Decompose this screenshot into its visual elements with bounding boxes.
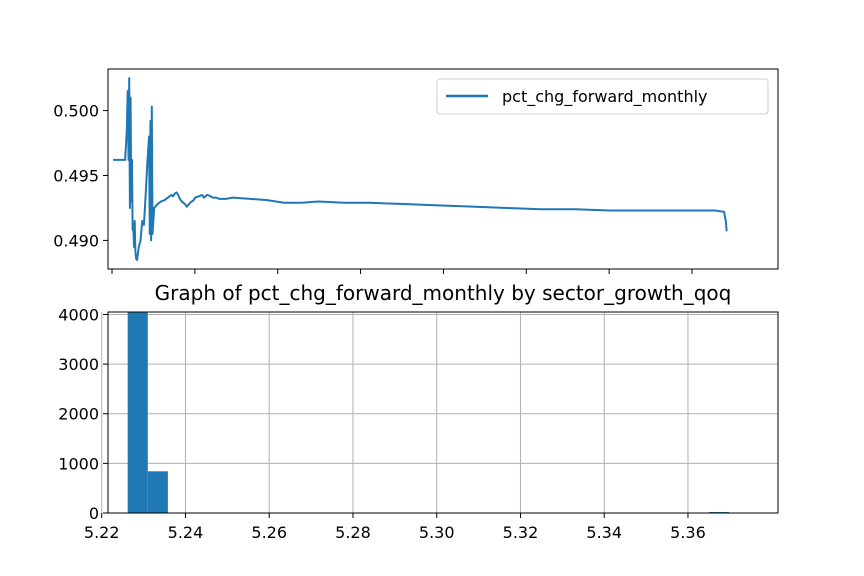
histogram-bars bbox=[127, 312, 730, 514]
x-tick-label: 5.24 bbox=[168, 523, 204, 542]
legend-label: pct_chg_forward_monthly bbox=[502, 87, 708, 107]
y-tick-label: 1000 bbox=[58, 454, 99, 473]
histogram-frame bbox=[107, 311, 779, 514]
line-chart-ticks: 0.490 0.495 0.500 bbox=[53, 102, 693, 274]
line-chart-marks bbox=[113, 77, 728, 261]
x-tick-label: 5.26 bbox=[251, 523, 287, 542]
x-tick-label: 5.30 bbox=[419, 523, 455, 542]
line-chart: 0.490 0.495 0.500 pct_chg_forward_monthly bbox=[53, 68, 779, 274]
histogram-ticks: 5.22 5.24 5.26 5.28 5.30 5.32 5.34 5.36 0 1000 200… bbox=[58, 305, 706, 542]
y-tick-label: 2000 bbox=[58, 405, 99, 424]
x-tick-label: 5.32 bbox=[503, 523, 539, 542]
histogram-grid bbox=[101, 312, 778, 514]
series-line-pct_chg_forward_monthly bbox=[113, 77, 728, 261]
line-chart-frame bbox=[107, 68, 779, 270]
y-tick-label: 0 bbox=[89, 504, 99, 523]
x-tick-label: 5.28 bbox=[335, 523, 371, 542]
histogram-bar bbox=[147, 471, 168, 513]
y-tick-label: 0.500 bbox=[53, 102, 99, 121]
y-tick-label: 0.490 bbox=[53, 231, 99, 250]
x-tick-label: 5.22 bbox=[84, 523, 120, 542]
y-tick-label: 0.495 bbox=[53, 166, 99, 185]
y-tick-label: 4000 bbox=[58, 305, 99, 324]
y-tick-label: 3000 bbox=[58, 355, 99, 374]
x-tick-label: 5.36 bbox=[670, 523, 706, 542]
histogram-chart: 5.22 5.24 5.26 5.28 5.30 5.32 5.34 5.36 0 1000 200… bbox=[58, 305, 779, 542]
legend: pct_chg_forward_monthly bbox=[436, 78, 769, 115]
histogram-title: Graph of pct_chg_forward_monthly by sect… bbox=[155, 281, 732, 305]
histogram-bar bbox=[127, 312, 148, 513]
x-tick-label: 5.34 bbox=[586, 523, 622, 542]
legend-box bbox=[436, 78, 769, 115]
